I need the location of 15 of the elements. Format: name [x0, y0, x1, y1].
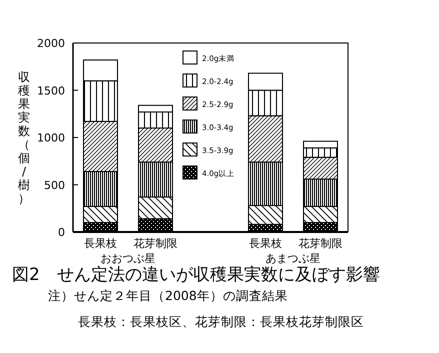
x-tick-label: 長果枝	[249, 237, 282, 250]
x-tick-label: 長果枝	[84, 237, 117, 250]
text: あまつぶ星	[266, 252, 320, 265]
text: 注）せん定２年目（2008年）の調査結果	[48, 288, 288, 303]
x-tick-label: 花芽制限	[134, 237, 178, 250]
y-tick-label: 1500	[37, 84, 65, 98]
y-tick-label: 0	[58, 226, 65, 239]
text: 図2 せん定法の違いが収穫果実数に及ぼす影響	[12, 265, 380, 285]
x-tick-label: 花芽制限	[298, 237, 342, 250]
y-tick-label: 2000	[37, 37, 65, 50]
y-tick-label: 500	[44, 178, 65, 192]
y-tick-label: 1000	[37, 132, 65, 144]
text: 収穫果実数（個/樹）	[18, 70, 30, 206]
text: おおつぶ星	[100, 252, 156, 265]
text: 長果枝：長果枝区、花芽制限：長果枝花芽制限区	[78, 314, 364, 329]
